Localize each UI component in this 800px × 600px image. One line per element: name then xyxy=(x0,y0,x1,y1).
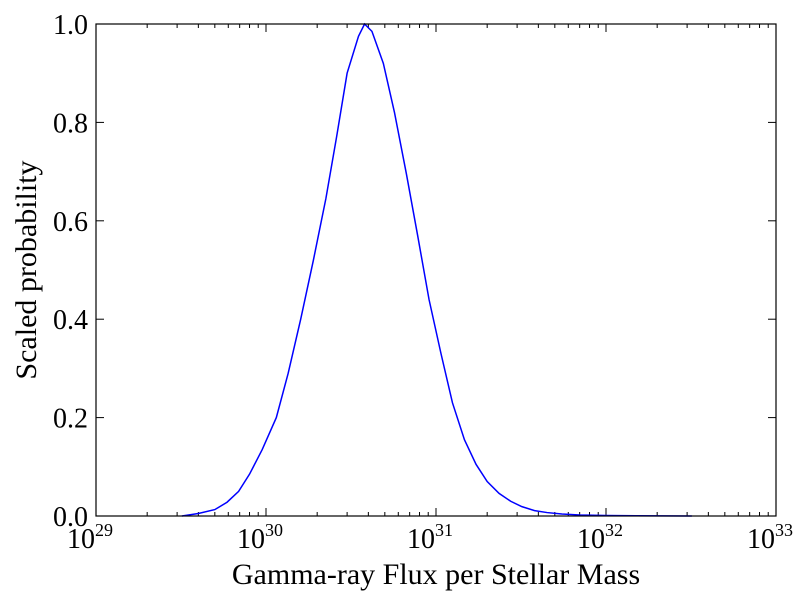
series-line xyxy=(181,22,692,517)
plot-frame xyxy=(95,23,777,517)
y-tick-label: 0.8 xyxy=(53,108,88,139)
x-tick-label: 1029 xyxy=(67,520,113,555)
y-tick-label: 0.4 xyxy=(53,305,88,336)
y-tick-label: 0.2 xyxy=(53,404,88,435)
y-axis-label: Scaled probability xyxy=(10,160,43,379)
x-axis-label: Gamma-ray Flux per Stellar Mass xyxy=(232,558,640,591)
y-tick-label: 1.0 xyxy=(53,10,88,41)
x-tick-label: 1032 xyxy=(577,520,623,555)
x-tick-label: 1031 xyxy=(407,520,453,555)
x-tick-label: 1030 xyxy=(237,520,283,555)
y-tick-label: 0.6 xyxy=(53,207,88,238)
y-tick-label: 0.0 xyxy=(53,502,88,533)
tick-labels: 0.0 0.2 0.4 0.6 0.8 1.0 1029 1030 1031 1032 1033 xyxy=(53,10,793,555)
plot-area xyxy=(96,24,776,516)
x-tick-label: 1033 xyxy=(747,520,793,555)
